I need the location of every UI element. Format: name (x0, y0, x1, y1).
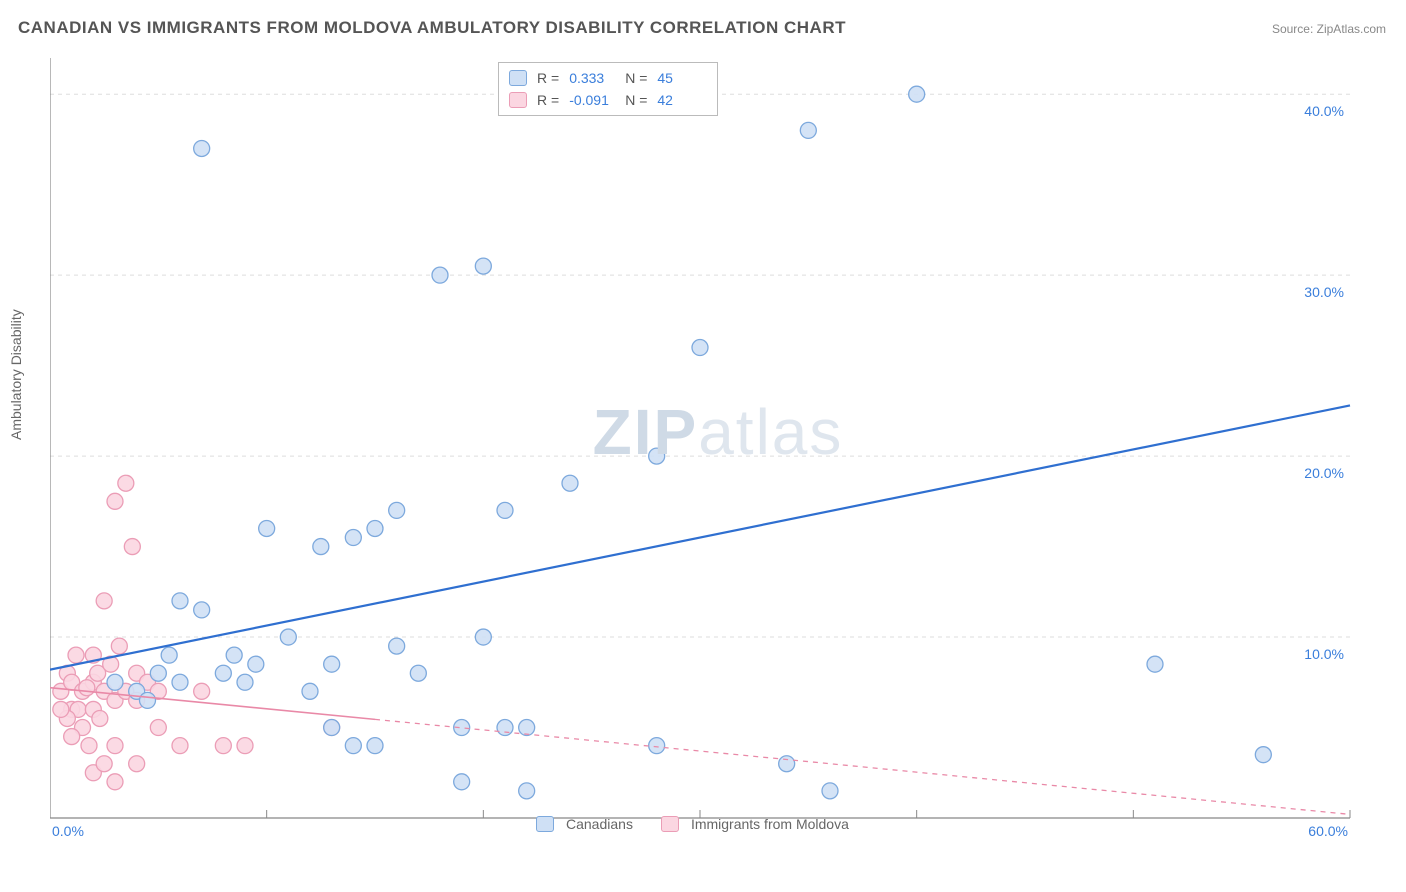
chart-source: Source: ZipAtlas.com (1272, 22, 1386, 36)
n-value-moldova: 42 (657, 89, 707, 111)
source-prefix: Source: (1272, 22, 1317, 36)
legend-label-moldova: Immigrants from Moldova (691, 816, 849, 832)
swatch-moldova (509, 92, 527, 108)
n-label: N = (625, 89, 647, 111)
legend-row-canadians: R = 0.333 N = 45 (509, 67, 707, 89)
series-legend: Canadians Immigrants from Moldova (536, 816, 849, 832)
y-axis-label: Ambulatory Disability (8, 309, 24, 440)
r-label: R = (537, 67, 559, 89)
swatch-canadians-bottom (536, 816, 554, 832)
svg-text:30.0%: 30.0% (1304, 284, 1344, 300)
legend-item-moldova: Immigrants from Moldova (661, 816, 849, 832)
chart-svg: 10.0% 20.0% 30.0% 40.0% 0.0% 60.0% (50, 58, 1386, 838)
r-value-canadians: 0.333 (569, 67, 619, 89)
swatch-canadians (509, 70, 527, 86)
svg-text:10.0%: 10.0% (1304, 646, 1344, 662)
svg-text:60.0%: 60.0% (1308, 823, 1348, 838)
legend-row-moldova: R = -0.091 N = 42 (509, 89, 707, 111)
chart-title: CANADIAN VS IMMIGRANTS FROM MOLDOVA AMBU… (18, 18, 846, 38)
plot-area: ZIPatlas R = 0.333 N = 45 R = -0.091 N =… (50, 58, 1386, 838)
r-label: R = (537, 89, 559, 111)
r-value-moldova: -0.091 (569, 89, 619, 111)
correlation-legend: R = 0.333 N = 45 R = -0.091 N = 42 (498, 62, 718, 116)
svg-text:40.0%: 40.0% (1304, 103, 1344, 119)
n-value-canadians: 45 (657, 67, 707, 89)
swatch-moldova-bottom (661, 816, 679, 832)
n-label: N = (625, 67, 647, 89)
legend-item-canadians: Canadians (536, 816, 633, 832)
legend-label-canadians: Canadians (566, 816, 633, 832)
svg-text:0.0%: 0.0% (52, 823, 84, 838)
source-link[interactable]: ZipAtlas.com (1317, 22, 1386, 36)
svg-text:20.0%: 20.0% (1304, 465, 1344, 481)
